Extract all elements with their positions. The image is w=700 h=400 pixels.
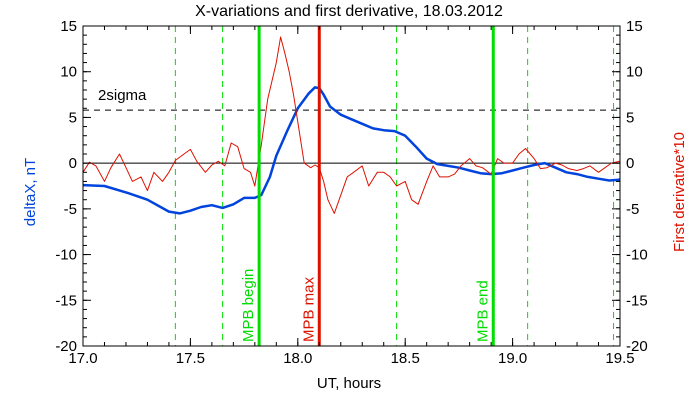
x-tick-label-0: 17.0: [68, 350, 97, 367]
y-tick-label-right-7: -20: [626, 338, 648, 355]
y-tick-label-left-6: -15: [55, 292, 77, 309]
y-tick-label-left-1: 10: [60, 64, 77, 81]
plot-area: 2sigma MPB begin MPB max MPB end 17.0 17.5 18.…: [55, 18, 647, 367]
y-tick-label-left-0: 15: [60, 18, 77, 35]
y-tick-label-left-2: 5: [69, 109, 77, 126]
y-tick-label-right-0: 15: [626, 18, 643, 35]
y-tick-label-right-6: -15: [626, 292, 648, 309]
y-axis-label-right: First derivative*10: [671, 132, 688, 252]
y-axis-label-left: deltaX, nT: [22, 158, 39, 226]
x-tick-label-5: 19.5: [605, 350, 634, 367]
sigma-label: 2sigma: [98, 87, 147, 104]
y-tick-label-left-4: -5: [64, 201, 77, 218]
marker-label-0: MPB begin: [240, 269, 257, 342]
y-tick-label-right-5: -10: [626, 247, 648, 264]
x-tick-label-4: 19.0: [498, 350, 527, 367]
marker-label-1: MPB max: [300, 276, 317, 342]
y-tick-label-right-1: 10: [626, 64, 643, 81]
x-tick-label-2: 18.0: [283, 350, 312, 367]
y-tick-label-right-4: -5: [626, 201, 639, 218]
y-tick-label-left-3: 0: [69, 155, 77, 172]
x-tick-label-3: 18.5: [391, 350, 420, 367]
marker-label-2: MPB end: [474, 280, 491, 342]
x-tick-label-1: 17.5: [176, 350, 205, 367]
x-axis-label: UT, hours: [317, 375, 381, 392]
y-tick-label-left-7: -20: [55, 338, 77, 355]
y-tick-label-left-5: -10: [55, 247, 77, 264]
plot-frame: [82, 25, 621, 347]
chart-title: X-variations and first derivative, 18.03…: [195, 3, 503, 20]
y-tick-label-right-2: 5: [626, 109, 634, 126]
series-deltaX: [82, 86, 621, 215]
series-derivative: [82, 36, 621, 214]
y-tick-label-right-3: 0: [626, 155, 634, 172]
